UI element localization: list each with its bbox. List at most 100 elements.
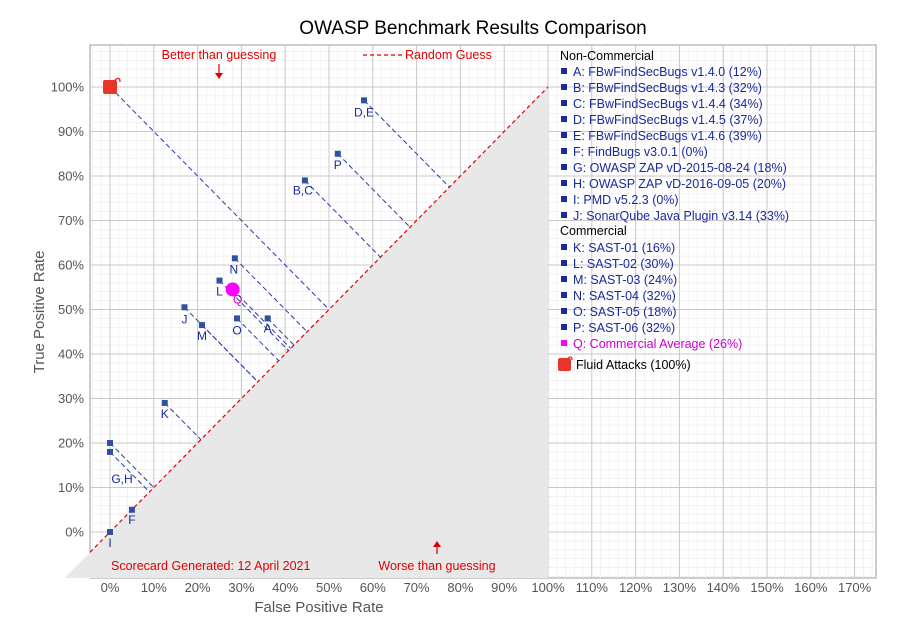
legend-marker [561,260,567,266]
y-tick-label: 60% [58,258,84,273]
data-point-label: I [108,536,111,550]
data-point [216,277,223,284]
legend-marker-average [561,340,567,346]
legend-heading-non-commercial: Non-Commercial [560,49,654,63]
worse-arrow-head-icon [433,541,441,547]
better-label: Better than guessing [162,48,277,62]
worse-label: Worse than guessing [378,559,495,573]
x-tick-label: 20% [185,580,211,595]
legend-item: A: FBwFindSecBugs v1.4.0 (12%) [573,65,762,79]
data-point [231,255,238,262]
connector-line [363,99,450,188]
data-point-label: G,H [111,472,132,486]
legend-item: D: FBwFindSecBugs v1.4.5 (37%) [573,113,763,127]
data-point [128,506,135,513]
legend-marker [561,244,567,250]
scorecard-label: Scorecard Generated: 12 April 2021 [111,559,310,573]
legend-item: M: SAST-03 (24%) [573,273,677,287]
x-tick-label: 120% [619,580,653,595]
y-tick-label: 0% [65,525,84,540]
data-point [198,322,205,329]
x-tick-label: 10% [141,580,167,595]
legend-item: P: SAST-06 (32%) [573,321,675,335]
legend-marker [561,100,567,106]
data-point-label: P [334,158,342,172]
legend-item-fluid: Fluid Attacks (100%) [576,358,691,372]
legend-item: O: SAST-05 (18%) [573,305,677,319]
legend-item: G: OWASP ZAP vD-2015-08-24 (18%) [573,161,787,175]
connector-line [109,451,150,493]
fluid-attacks-logo-tail-icon [114,77,121,83]
x-tick-label: 60% [360,580,386,595]
random-guess-line [89,86,549,553]
connector-line [304,180,381,258]
legend-heading-commercial: Commercial [560,224,627,238]
y-tick-label: 100% [51,80,85,95]
legend-marker [561,324,567,330]
data-point [107,529,113,535]
legend-item: I: PMD v5.2.3 (0%) [573,193,679,207]
y-tick-label: 70% [58,213,84,228]
data-point [334,150,341,157]
legend-marker [561,132,567,138]
x-tick-label: 80% [447,580,473,595]
legend-item: B: FBwFindSecBugs v1.4.3 (32%) [573,81,762,95]
data-point [234,315,241,322]
y-tick-label: 90% [58,124,84,139]
data-points: A B,C D,E F G,H I J K L M N O P Q [103,77,374,550]
legend-marker [561,116,567,122]
x-tick-label: 30% [228,580,254,595]
data-point-label: J [181,312,187,326]
legend-item: E: FBwFindSecBugs v1.4.6 (39%) [573,129,762,143]
legend-marker [561,68,567,74]
x-tick-label: 170% [838,580,872,595]
connector-line [109,442,155,488]
data-point [301,177,308,184]
legend-fluid-logo-icon [558,358,571,371]
x-tick-label: 0% [101,580,120,595]
data-point-label: B,C [293,183,313,197]
x-tick-label: 130% [663,580,697,595]
y-tick-labels: 0% 10% 20% 30% 40% 50% 60% 70% 80% 90% 100% [51,80,85,540]
x-tick-label: 160% [794,580,828,595]
data-point [107,448,113,455]
x-tick-label: 90% [491,580,517,595]
y-tick-label: 80% [58,169,84,184]
legend-item: K: SAST-01 (16%) [573,241,675,255]
data-point-label: O [232,323,241,337]
legend-marker [561,212,567,218]
legend-item: L: SAST-02 (30%) [573,257,674,271]
data-point-label: A [264,321,272,335]
connector-line [337,153,411,228]
y-tick-label: 30% [58,391,84,406]
legend-marker [561,84,567,90]
x-tick-label: 110% [576,580,609,595]
connector-line [109,86,330,310]
chart-title: OWASP Benchmark Results Comparison [299,18,646,39]
y-tick-label: 10% [58,480,84,495]
legend: Non-Commercial A: FBwFindSecBugs v1.4.0 (… [558,49,789,372]
legend-fluid-logo-tail-icon [567,356,573,361]
average-point-label: Q [233,292,242,306]
average-point [225,282,240,297]
legend-item: J: SonarQube Java Plugin v3.14 (33%) [573,209,789,223]
legend-item-average: Q: Commercial Average (26%) [573,337,742,351]
better-arrow-head-icon [215,73,223,79]
legend-item: N: SAST-04 (32%) [573,289,676,303]
y-axis-label: True Positive Rate [31,251,48,374]
data-point [107,440,113,446]
x-tick-labels: 0% 10% 20% 30% 40% 50% 60% 70% 80% 90% 100% 110% 120… [101,580,872,595]
data-point-label: L [216,285,223,299]
data-point-label: M [197,329,207,343]
data-point-label: D,E [354,105,374,119]
legend-marker [561,148,567,154]
y-tick-label: 20% [58,436,84,451]
connector-line [164,402,202,441]
x-tick-label: 100% [531,580,565,595]
random-guess-legend-label: Random Guess [405,48,492,62]
x-tick-label: 150% [750,580,784,595]
data-point-label: F [128,513,135,527]
x-tick-label: 50% [316,580,342,595]
y-tick-label: 40% [58,347,84,362]
